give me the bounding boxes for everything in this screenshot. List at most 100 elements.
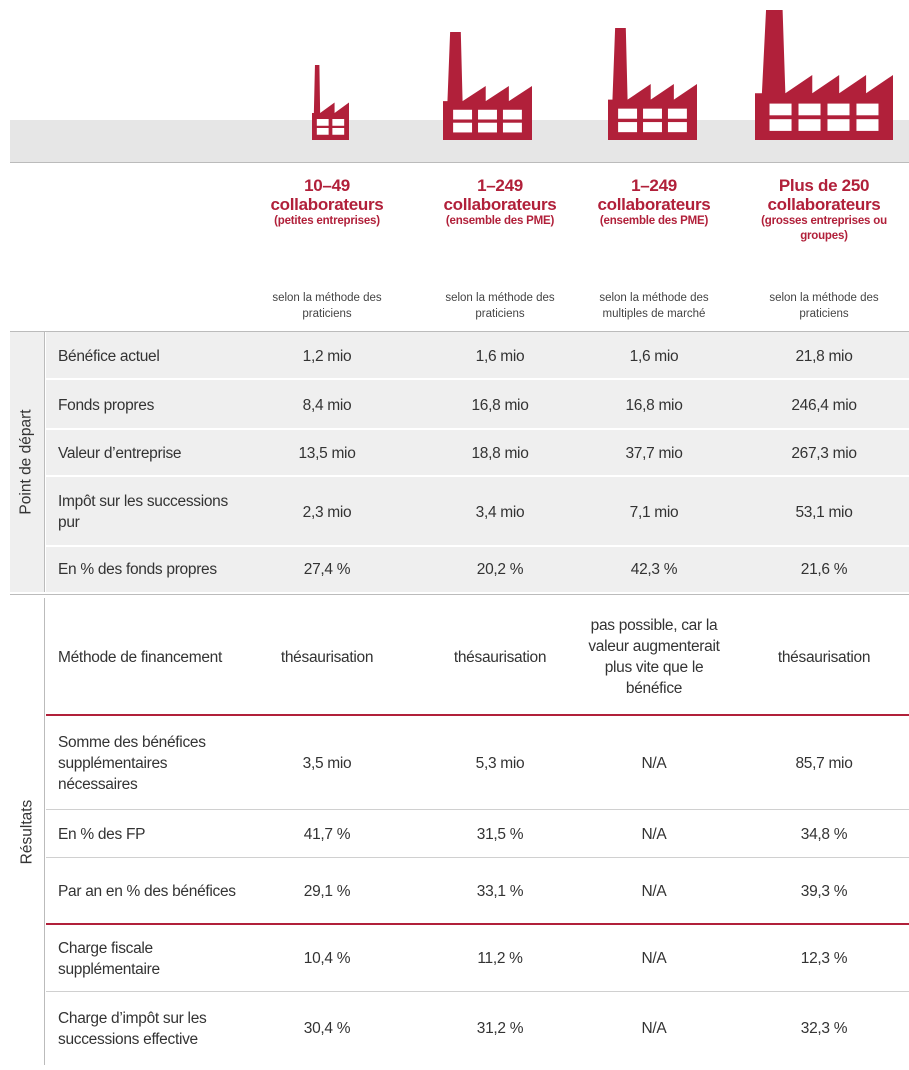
window xyxy=(827,103,850,116)
window xyxy=(316,119,329,126)
text: thésaurisation xyxy=(453,648,547,666)
text: pas possible, car la valeur augmenterait… xyxy=(588,617,720,697)
cell: 1,6 mio xyxy=(420,332,580,380)
text: Bénéfice actuel xyxy=(58,347,160,365)
text: 31,5 % xyxy=(476,825,524,843)
row-label: Charge d’impôt sur les successions effec… xyxy=(46,992,252,1065)
cell: thésaurisation xyxy=(745,598,903,716)
cell: 11,2 % xyxy=(420,925,580,992)
row-background xyxy=(46,380,909,430)
text: Point de départ xyxy=(18,409,36,515)
window xyxy=(643,108,662,119)
text: N/A xyxy=(641,1020,667,1037)
cell: N/A xyxy=(575,716,733,810)
cell: 34,8 % xyxy=(745,810,903,858)
rule xyxy=(10,594,909,595)
rule xyxy=(10,331,909,332)
row-background xyxy=(46,810,909,858)
row-background xyxy=(46,332,909,380)
text: En % des fonds propres xyxy=(58,561,217,578)
column-title: Plus de 250 collaborateurs xyxy=(767,176,881,214)
cell: 33,1 % xyxy=(420,858,580,925)
cell: 31,2 % xyxy=(420,992,580,1065)
row-background xyxy=(46,547,909,592)
cell: 1,6 mio xyxy=(575,332,733,380)
cell: 12,3 % xyxy=(745,925,903,992)
text: 21,6 % xyxy=(800,561,848,578)
text: 33,1 % xyxy=(476,883,524,900)
cell: 31,5 % xyxy=(420,810,580,858)
window xyxy=(618,122,638,133)
text: 41,7 % xyxy=(303,825,351,843)
text: 20,2 % xyxy=(476,561,524,578)
text: Charge d’impôt sur les successions effec… xyxy=(58,1009,207,1048)
window xyxy=(502,109,522,120)
text: Somme des bénéfices supplémentaires néce… xyxy=(58,733,206,793)
row-label: Par an en % des bénéfices xyxy=(46,858,252,925)
cell: 30,4 % xyxy=(252,992,402,1065)
text: Fonds propres xyxy=(58,396,155,414)
text: 12,3 % xyxy=(800,950,848,967)
window xyxy=(502,122,522,133)
window xyxy=(453,109,473,120)
column-subtitle: (ensemble des PME) xyxy=(445,215,555,227)
cell: 29,1 % xyxy=(252,858,402,925)
text: N/A xyxy=(641,754,667,772)
cell: N/A xyxy=(575,925,733,992)
window xyxy=(316,128,329,135)
column-method: selon la méthode des praticiens xyxy=(769,292,879,320)
row-background xyxy=(46,992,909,1065)
cell: N/A xyxy=(575,992,733,1065)
text: thésaurisation xyxy=(777,648,871,666)
column-method: selon la méthode des praticiens xyxy=(445,292,555,320)
text: 18,8 mio xyxy=(471,445,529,462)
cell: 41,7 % xyxy=(252,810,402,858)
text: 3,5 mio xyxy=(302,754,352,772)
window xyxy=(798,119,821,131)
cell: 18,8 mio xyxy=(420,430,580,477)
text: N/A xyxy=(641,883,667,900)
window xyxy=(856,103,879,116)
cell: 5,3 mio xyxy=(420,716,580,810)
group-label: Point de départ xyxy=(10,332,45,592)
text: 16,8 mio xyxy=(625,396,683,414)
window xyxy=(667,108,687,119)
cell: 10,4 % xyxy=(252,925,402,992)
text: Méthode de financement xyxy=(58,648,223,666)
cell: pas possible, car la valeur augmenterait… xyxy=(575,598,733,716)
cell: 42,3 % xyxy=(575,547,733,592)
column-subtitle: (ensemble des PME) xyxy=(599,215,709,227)
cell: 16,8 mio xyxy=(420,380,580,430)
row-label: Charge fiscale supplémentaire xyxy=(46,925,252,992)
cell: 27,4 % xyxy=(252,547,402,592)
window xyxy=(618,108,638,119)
row-label: Fonds propres xyxy=(46,380,252,430)
window xyxy=(769,103,792,116)
row-background xyxy=(46,477,909,547)
window xyxy=(478,122,497,133)
cell: 20,2 % xyxy=(420,547,580,592)
text: 53,1 mio xyxy=(795,503,853,521)
column-title: 1–249 collaborateurs xyxy=(443,176,557,214)
window xyxy=(453,122,473,133)
window xyxy=(332,119,345,126)
text: Impôt sur les successions pur xyxy=(58,493,228,531)
text: 27,4 % xyxy=(303,561,351,578)
text: 32,3 % xyxy=(800,1020,848,1037)
text: 34,8 % xyxy=(800,825,848,843)
column-subtitle: (petites entreprises) xyxy=(274,215,380,227)
text: 1,2 mio xyxy=(302,347,352,365)
text: 29,1 % xyxy=(303,883,351,900)
icons xyxy=(10,10,909,162)
text: Valeur d’entreprise xyxy=(58,445,182,462)
cell: 1,2 mio xyxy=(252,332,402,380)
text: Par an en % des bénéfices xyxy=(58,883,236,900)
text: 5,3 mio xyxy=(475,754,525,772)
cell: 246,4 mio xyxy=(745,380,903,430)
cell: 267,3 mio xyxy=(745,430,903,477)
column-header: 1–249 collaborateurs (ensemble des PME) xyxy=(575,176,733,229)
text: 11,2 % xyxy=(477,950,523,967)
cell: thésaurisation xyxy=(252,598,402,716)
text: 267,3 mio xyxy=(791,445,857,462)
text: 8,4 mio xyxy=(302,396,352,414)
